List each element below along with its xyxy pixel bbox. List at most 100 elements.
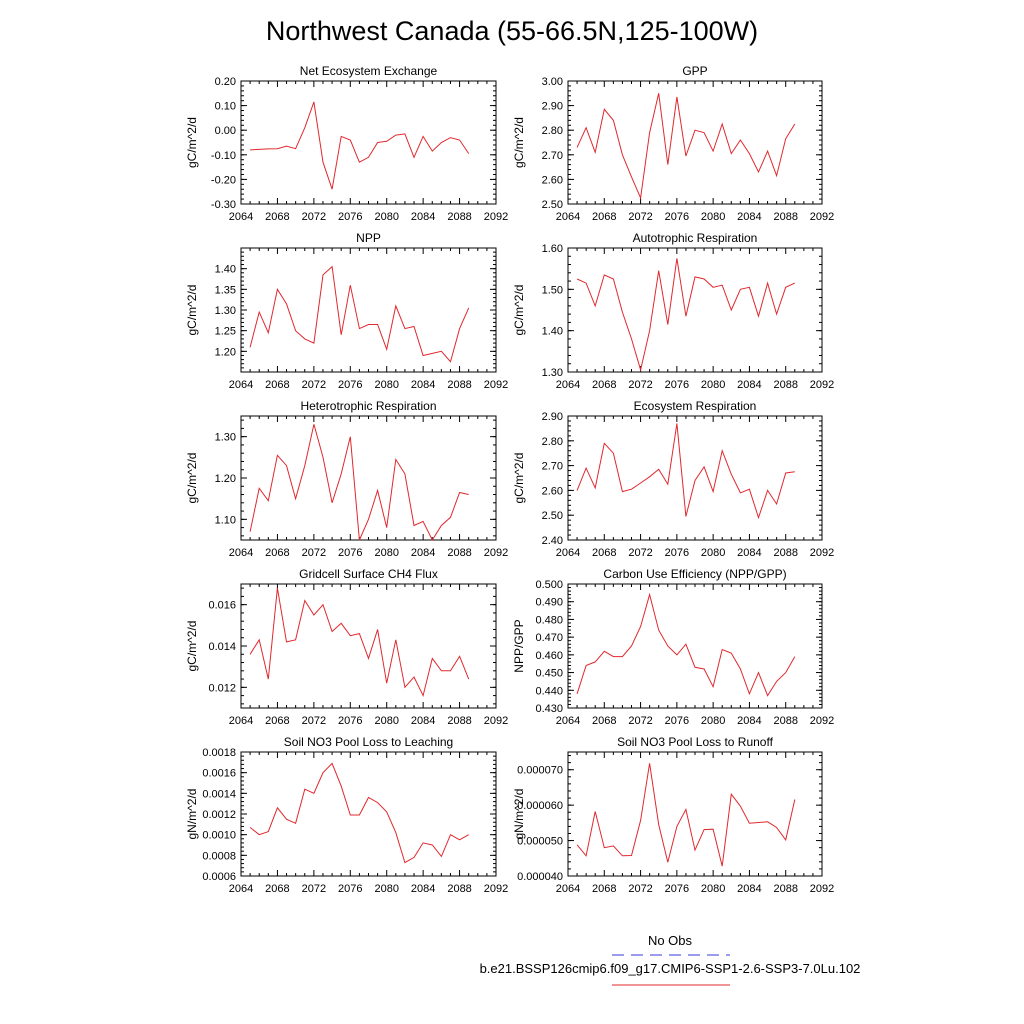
x-tick-label: 2088 [773,883,797,895]
x-tick-label: 2072 [628,211,652,223]
series-line [576,763,796,867]
x-tick-label: 2072 [628,379,652,391]
y-tick-label: 2.90 [542,411,563,423]
y-tick-label: 1.60 [542,243,563,255]
x-tick-label: 2064 [229,379,253,391]
y-tick-label: 0.0014 [202,788,236,800]
x-tick-label: 2080 [374,379,398,391]
x-tick-label: 2076 [665,883,689,895]
panel-10: Soil NO3 Pool Loss to Runoff gN/m^2/d 2064… [512,735,834,895]
x-tick-label: 2064 [556,883,580,895]
y-tick-label: 0.20 [215,76,236,88]
x-tick-label: 2088 [773,379,797,391]
x-tick-label: 2080 [374,715,398,727]
y-tick-label: 1.20 [215,346,236,358]
x-tick-label: 2080 [701,715,725,727]
plot-frame [240,415,497,541]
plot-frame [240,583,497,709]
x-tick-label: 2076 [665,715,689,727]
x-tick-label: 2076 [665,547,689,559]
panel-title: Heterotrophic Respiration [300,399,436,413]
y-tick-label: 0.000040 [517,871,563,883]
panel-8: Carbon Use Efficiency (NPP/GPP) NPP/GPP 20… [512,567,834,727]
x-tick-label: 2080 [701,379,725,391]
series-line [576,258,796,372]
y-tick-label: -0.10 [211,150,236,162]
y-tick-label: 1.40 [542,326,563,338]
panel-4: Autotrophic Respiration gC/m^2/d 2064 2068 2… [512,231,834,391]
x-tick-label: 2068 [265,547,289,559]
panel-5: Heterotrophic Respiration gC/m^2/d 2064 206… [185,399,508,559]
y-tick-label: 0.480 [535,614,563,626]
x-tick-label: 2068 [592,715,616,727]
y-axis-label: gC/m^2/d [512,453,526,504]
y-tick-label: 0.000060 [517,800,563,812]
x-tick-label: 2084 [737,211,761,223]
panel-title: NPP [356,231,381,245]
y-tick-label: -0.20 [211,174,236,186]
panels: Net Ecosystem Exchange gC/m^2/d 2064 2068 20… [185,64,834,895]
x-tick-label: 2064 [556,211,580,223]
series-line [576,93,796,200]
y-tick-label: 1.30 [215,305,236,317]
x-tick-label: 2076 [338,547,362,559]
y-tick-label: 2.90 [542,101,563,113]
y-tick-label: -0.30 [211,199,236,211]
x-tick-label: 2092 [484,211,508,223]
x-tick-label: 2088 [447,379,471,391]
x-tick-label: 2068 [592,211,616,223]
x-tick-label: 2076 [338,883,362,895]
x-tick-label: 2064 [229,547,253,559]
y-tick-label: 2.70 [542,461,563,473]
x-tick-label: 2084 [411,547,435,559]
y-tick-label: 1.10 [215,514,236,526]
y-tick-label: 0.0008 [202,850,236,862]
panel-title: GPP [682,64,707,78]
x-tick-label: 2064 [556,715,580,727]
x-tick-label: 2076 [338,379,362,391]
y-tick-label: 0.490 [535,597,563,609]
plot-frame [240,751,497,877]
y-axis-label: gC/m^2/d [512,117,526,168]
y-tick-label: 1.30 [542,367,563,379]
x-tick-label: 2068 [265,883,289,895]
y-tick-label: 0.016 [208,600,236,612]
plot-frame [240,80,497,205]
y-tick-label: 0.0018 [202,747,236,759]
y-tick-label: 0.00 [215,125,236,137]
x-tick-label: 2092 [810,883,834,895]
x-tick-label: 2084 [411,715,435,727]
x-tick-label: 2084 [737,379,761,391]
x-tick-label: 2092 [484,715,508,727]
x-tick-label: 2092 [484,379,508,391]
y-tick-label: 0.0010 [202,830,236,842]
x-tick-label: 2072 [628,715,652,727]
y-tick-label: 1.50 [542,284,563,296]
y-tick-label: 0.0012 [202,809,236,821]
legend-model-label: b.e21.BSSP126cmip6.f09_g17.CMIP6-SSP1-2.… [480,961,861,976]
x-tick-label: 2072 [302,379,326,391]
y-axis-label: NPP/GPP [512,619,526,672]
y-tick-label: 2.80 [542,436,563,448]
y-tick-label: 0.0016 [202,768,236,780]
y-tick-label: 1.40 [215,264,236,276]
x-tick-label: 2080 [374,211,398,223]
y-tick-label: 2.70 [542,150,563,162]
y-tick-label: 1.30 [215,432,236,444]
x-tick-label: 2080 [701,211,725,223]
series-line [250,101,470,190]
panel-6: Ecosystem Respiration gC/m^2/d 2064 2068 207… [512,399,834,559]
legend-obs-label: No Obs [648,933,693,948]
x-tick-label: 2088 [447,715,471,727]
y-axis-label: gC/m^2/d [185,453,199,504]
x-tick-label: 2068 [592,883,616,895]
series-line [249,265,470,363]
panel-title: Soil NO3 Pool Loss to Leaching [284,735,453,749]
x-tick-label: 2076 [665,379,689,391]
x-tick-label: 2076 [665,211,689,223]
x-tick-label: 2088 [773,547,797,559]
y-tick-label: 0.0006 [202,871,236,883]
y-tick-label: 3.00 [542,76,563,88]
series-line [249,424,469,542]
